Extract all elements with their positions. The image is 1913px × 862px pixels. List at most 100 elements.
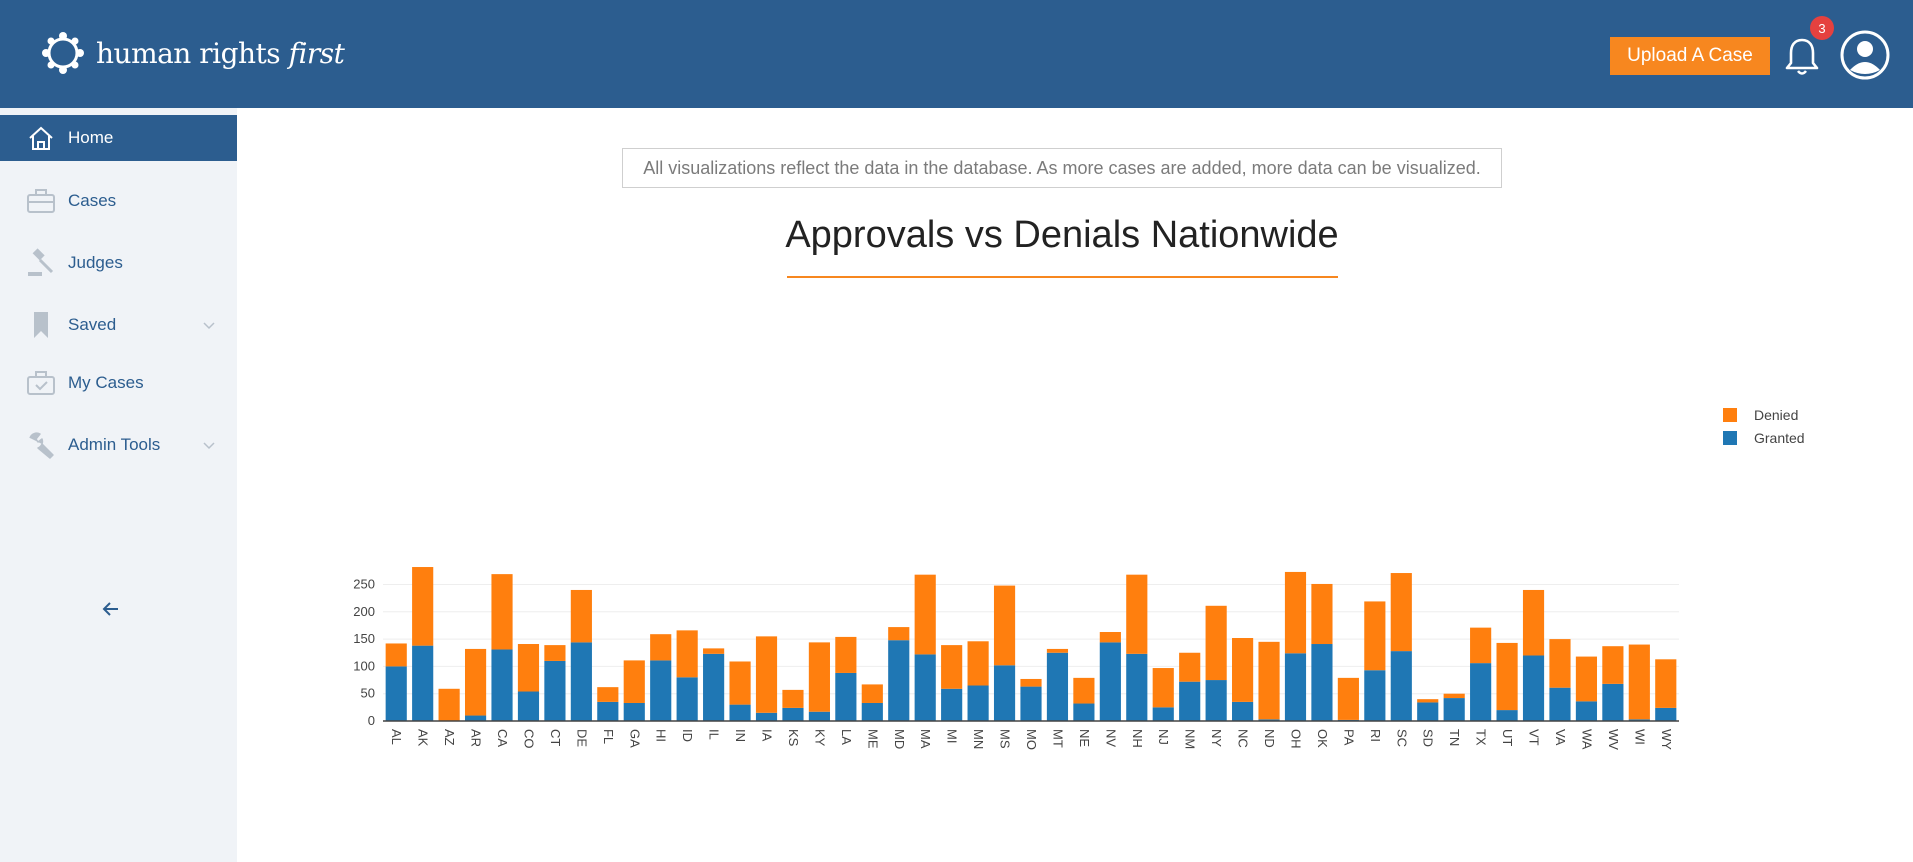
bar-granted-NV [1099, 642, 1121, 721]
x-tick-label: OK [1315, 729, 1330, 748]
x-tick-label: TN [1447, 729, 1462, 746]
x-tick-label: WV [1606, 729, 1621, 750]
chevron-down-icon[interactable] [202, 438, 216, 452]
bar-granted-OH [1284, 653, 1307, 721]
chevron-down-icon[interactable] [202, 318, 216, 332]
legend-swatch-denied [1723, 408, 1737, 422]
x-tick-label: MT [1050, 729, 1065, 748]
y-tick-label: 200 [353, 604, 375, 619]
bar-granted-NC [1232, 701, 1254, 721]
bar-granted-IN [729, 704, 751, 721]
x-tick-label: NY [1209, 729, 1224, 747]
logo[interactable]: human rights first [40, 28, 345, 78]
bar-granted-AR [464, 715, 487, 721]
x-tick-label: WA [1579, 729, 1594, 750]
x-tick-label: SC [1394, 729, 1409, 747]
bell-icon[interactable] [1784, 36, 1820, 78]
bar-denied-AK [412, 567, 434, 646]
x-tick-label: NJ [1156, 729, 1171, 745]
x-tick-label: CT [548, 729, 563, 746]
x-tick-label: MA [918, 729, 933, 749]
x-tick-label: NM [1183, 729, 1198, 749]
bar-granted-NY [1205, 680, 1227, 721]
bar-denied-ND [1258, 641, 1280, 720]
bar-denied-IA [755, 636, 778, 713]
bar-granted-CT [544, 660, 566, 721]
bar-granted-ME [861, 702, 883, 721]
x-tick-label: GA [627, 729, 642, 748]
sidebar-item-admin-tools[interactable]: Admin Tools [0, 422, 237, 468]
wrench-icon [26, 430, 56, 460]
gavel-icon [26, 248, 56, 278]
x-tick-label: AK [416, 729, 431, 747]
upload-case-button[interactable]: Upload A Case [1610, 37, 1770, 75]
x-tick-label: KY [812, 729, 827, 747]
x-tick-label: IA [760, 729, 775, 742]
sidebar-item-saved[interactable]: Saved [0, 302, 237, 348]
bar-denied-NV [1099, 632, 1121, 643]
sidebar-item-my-cases[interactable]: My Cases [0, 360, 237, 406]
x-tick-label: RI [1368, 729, 1383, 742]
y-tick-label: 150 [353, 631, 375, 646]
bar-granted-SD [1417, 702, 1439, 721]
bar-denied-MS [993, 585, 1016, 666]
bar-granted-IL [703, 653, 725, 721]
bar-denied-HI [650, 634, 672, 661]
bar-denied-ID [676, 630, 698, 678]
bar-denied-KS [782, 689, 804, 708]
bar-granted-CO [517, 691, 540, 721]
bar-denied-PA [1337, 677, 1359, 720]
y-tick-label: 100 [353, 658, 375, 673]
collapse-sidebar-arrow-icon[interactable] [100, 598, 122, 620]
bar-denied-NM [1179, 652, 1201, 682]
x-tick-label: HI [654, 729, 669, 742]
bar-denied-NH [1126, 574, 1148, 654]
user-avatar-icon[interactable] [1840, 30, 1890, 80]
bar-denied-NJ [1152, 668, 1174, 708]
sidebar-item-label: Home [68, 128, 114, 147]
x-tick-label: ID [680, 729, 695, 742]
x-tick-label: MS [998, 729, 1013, 749]
bar-granted-VT [1522, 655, 1545, 721]
sidebar-item-home[interactable]: Home [0, 115, 237, 161]
x-tick-label: MN [971, 729, 986, 749]
x-tick-label: IL [707, 729, 722, 740]
x-tick-label: CO [521, 729, 536, 749]
app-header: human rights first Upload A Case 3 [0, 0, 1913, 108]
bar-denied-RI [1364, 601, 1386, 671]
bar-denied-MI [941, 645, 963, 689]
bar-denied-TN [1443, 693, 1465, 699]
bar-denied-NY [1205, 605, 1227, 681]
bar-granted-SC [1390, 651, 1412, 721]
bar-denied-FL [597, 687, 619, 702]
legend-label-denied: Denied [1754, 407, 1798, 423]
bar-granted-ND [1258, 719, 1280, 721]
x-tick-label: WI [1632, 729, 1647, 745]
bar-granted-WA [1575, 701, 1598, 721]
bar-granted-UT [1496, 710, 1518, 721]
x-tick-label: AZ [442, 729, 457, 746]
bar-denied-WV [1602, 646, 1624, 684]
bar-granted-LA [835, 672, 857, 721]
bar-granted-MS [993, 665, 1016, 721]
bar-denied-AZ [438, 688, 460, 721]
sidebar-item-label: Admin Tools [68, 435, 161, 454]
bar-granted-NE [1073, 703, 1095, 721]
bar-denied-DE [570, 589, 592, 643]
sidebar-item-label: Judges [68, 253, 123, 272]
bar-granted-FL [597, 701, 619, 721]
logo-text: human rights first [96, 36, 345, 70]
bar-granted-MA [914, 654, 936, 721]
bar-granted-MN [967, 685, 989, 721]
bar-denied-SC [1390, 573, 1412, 652]
bar-denied-MD [888, 627, 910, 641]
x-tick-label: AR [469, 729, 484, 747]
sidebar-item-judges[interactable]: Judges [0, 240, 237, 286]
sidebar-item-cases[interactable]: Cases [0, 178, 237, 224]
x-tick-label: SD [1421, 729, 1436, 747]
logo-icon [42, 32, 84, 74]
bar-denied-VT [1522, 589, 1545, 656]
bar-denied-CO [517, 644, 540, 692]
bar-denied-LA [835, 636, 857, 673]
legend-swatch-granted [1723, 431, 1737, 445]
